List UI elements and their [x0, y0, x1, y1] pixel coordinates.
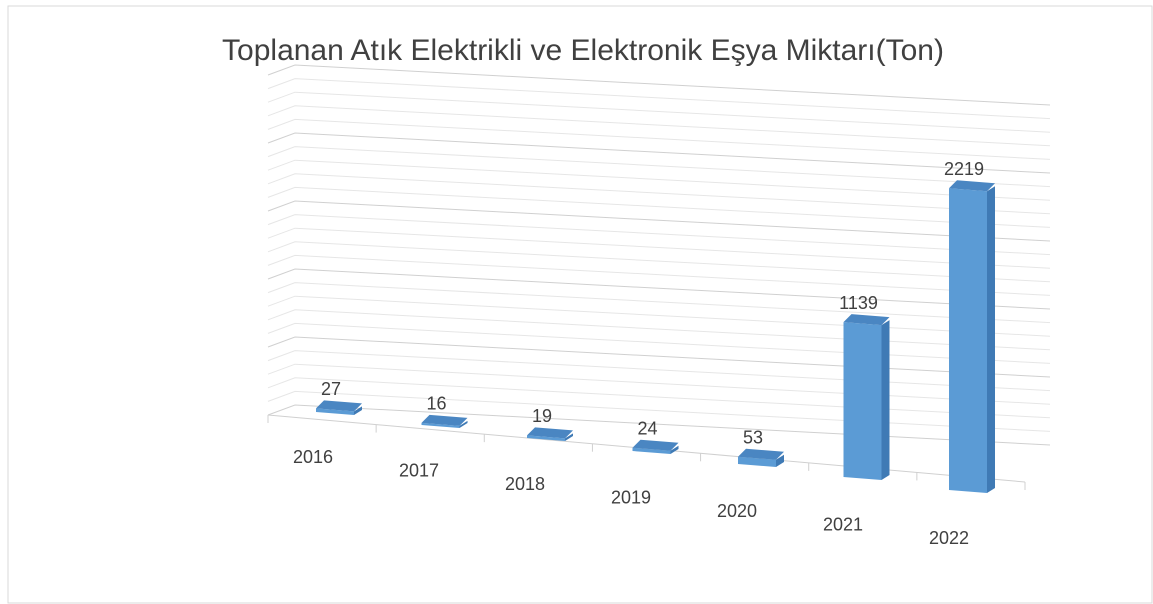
bar-face — [421, 422, 460, 428]
grid-line — [267, 173, 1051, 215]
grid-line — [267, 132, 1051, 174]
grid-line — [267, 404, 1051, 446]
bar-face — [316, 408, 354, 415]
grid-line — [267, 214, 1051, 256]
bar — [632, 439, 679, 454]
x-tick-label: 2022 — [929, 528, 969, 548]
bar-face — [738, 456, 776, 467]
grid-line — [267, 363, 1051, 405]
bar-face — [632, 439, 679, 451]
grid-line — [267, 64, 1051, 106]
bar-face — [354, 406, 362, 415]
grid-line — [267, 118, 1051, 160]
bar — [527, 427, 573, 441]
x-tick-label: 2021 — [823, 514, 863, 534]
grid-line — [267, 377, 1051, 419]
bar-face — [632, 447, 671, 454]
x-tick-label: 2020 — [717, 501, 757, 521]
bar-face — [421, 414, 468, 426]
bar — [421, 414, 468, 428]
bar-face — [738, 448, 784, 460]
grid-line — [267, 282, 1051, 324]
bar-face — [776, 454, 784, 467]
grid-line — [267, 159, 1051, 201]
grid-line — [267, 241, 1051, 283]
grid-line — [267, 105, 1051, 147]
bar-face — [949, 180, 995, 192]
bar-face — [843, 314, 890, 326]
x-tick-label: 2016 — [293, 447, 333, 467]
bar — [316, 400, 362, 415]
bar-face — [527, 427, 573, 439]
grid-line — [267, 322, 1051, 364]
data-label: 1139 — [839, 293, 878, 313]
data-label: 16 — [426, 394, 446, 414]
x-tick-label: 2018 — [505, 474, 545, 494]
data-label: 19 — [532, 406, 552, 426]
bar — [843, 314, 890, 480]
bar-face — [881, 320, 890, 480]
grid-line — [267, 146, 1051, 188]
bar-face — [843, 322, 882, 480]
grid-line — [267, 254, 1051, 296]
grid-line — [267, 309, 1051, 351]
x-tick-label: 2017 — [399, 460, 439, 480]
bar-face — [459, 420, 468, 428]
grid-line — [267, 336, 1051, 378]
chart-title: Toplanan Atık Elektrikli ve Elektronik E… — [222, 34, 944, 67]
x-tick-label: 2019 — [611, 487, 651, 507]
grid-line — [267, 350, 1051, 392]
bar — [738, 448, 784, 467]
grid-line — [267, 186, 1051, 228]
data-label: 53 — [743, 428, 763, 448]
bar — [949, 180, 995, 493]
grid-line — [267, 268, 1051, 310]
grid-line — [267, 227, 1051, 269]
bar-face — [316, 400, 362, 412]
bar-face — [987, 186, 995, 493]
bar-face — [565, 433, 573, 441]
data-label: 24 — [637, 418, 657, 438]
bar-face — [949, 188, 987, 493]
grid-line — [267, 200, 1051, 242]
grid-line — [267, 78, 1051, 120]
grid-line — [267, 295, 1051, 337]
bar-face — [670, 445, 679, 454]
data-label: 2219 — [944, 159, 984, 179]
bar-face — [527, 435, 565, 441]
grid-line — [267, 91, 1051, 133]
data-label: 27 — [321, 379, 341, 399]
grid-line — [267, 390, 1051, 432]
